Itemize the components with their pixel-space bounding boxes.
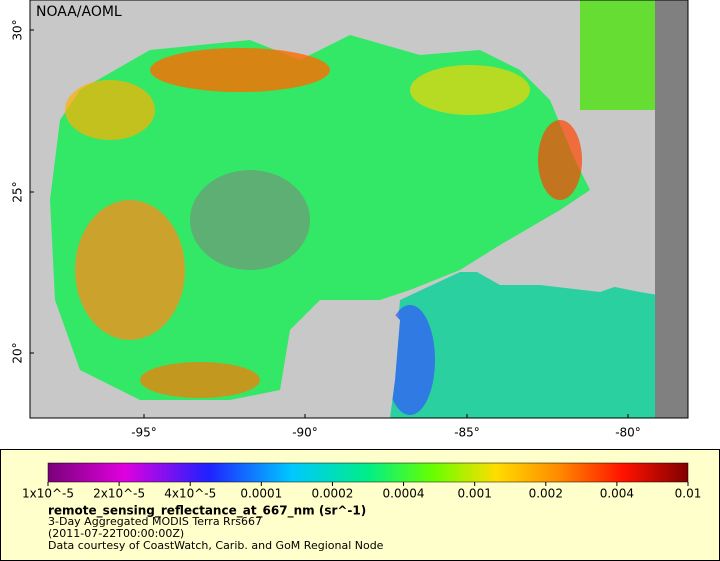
colorbar-label: 0.0004 <box>383 487 425 501</box>
variable-name: remote_sensing_reflectance_at_667_nm (sr… <box>48 504 366 519</box>
map: NOAA/AOML <box>29 0 689 419</box>
legend-line: (2011-07-22T00:00:00Z) <box>48 527 184 540</box>
colorbar-label: 0.0002 <box>311 487 353 501</box>
lon-label: -80° <box>615 426 641 440</box>
colorbar <box>47 462 689 483</box>
yucatan <box>290 300 400 418</box>
lat-label: 20° <box>11 342 25 363</box>
colorbar-label: 0.01 <box>675 487 702 501</box>
legend: remote_sensing_reflectance_at_667_nm (sr… <box>22 482 701 552</box>
patch <box>65 80 155 140</box>
gulf-water <box>50 35 590 400</box>
lat-label: 30° <box>11 19 25 40</box>
colorbar-label: 0.002 <box>529 487 563 501</box>
colorbar-label: 2x10^-5 <box>93 487 145 501</box>
legend-line: Data courtesy of CoastWatch, Carib. and … <box>48 539 384 552</box>
colorbar-label: 0.004 <box>600 487 634 501</box>
axes: 20° 25° 30° -95° -90° -85° -80° <box>11 19 641 439</box>
lon-label: -85° <box>454 426 480 440</box>
lon-label: -90° <box>292 426 318 440</box>
atlantic-water <box>580 0 655 110</box>
colorbar-label: 4x10^-5 <box>164 487 216 501</box>
colorbar-label: 1x10^-5 <box>22 487 74 501</box>
colorbar-label: 0.0001 <box>240 487 282 501</box>
patch <box>150 48 330 92</box>
patch <box>140 362 260 398</box>
lon-label: -95° <box>131 426 157 440</box>
colorbar-label: 0.001 <box>457 487 491 501</box>
credit: NOAA/AOML <box>36 4 122 20</box>
legend-line: 3-Day Aggregated MODIS Terra Rrs667 <box>48 515 262 528</box>
caribbean-water <box>390 272 688 418</box>
patch <box>75 200 185 340</box>
cuba <box>470 255 620 292</box>
lat-label: 25° <box>11 181 25 202</box>
patch <box>538 120 582 200</box>
patch <box>410 65 530 115</box>
cloud <box>190 170 310 270</box>
no-data <box>655 0 688 418</box>
map-frame <box>29 0 689 419</box>
